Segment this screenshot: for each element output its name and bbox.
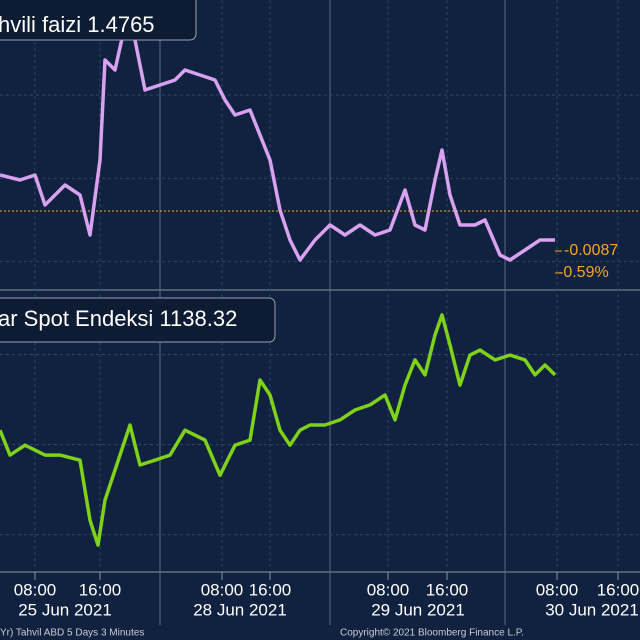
- change-label: -0.0087: [564, 242, 618, 259]
- data-line: [0, 23, 555, 262]
- panel-title: hvili faizi 1.4765: [0, 12, 155, 37]
- date-label: 29 Jun 2021: [371, 600, 465, 619]
- date-label: 25 Jun 2021: [18, 600, 112, 619]
- x-tick-label: 16:00: [249, 580, 292, 599]
- footer-right: Copyright© 2021 Bloomberg Finance L.P.: [340, 628, 524, 639]
- data-line: [0, 313, 557, 547]
- x-tick-label: 08:00: [14, 580, 57, 599]
- panel-title: ar Spot Endeksi 1138.32: [0, 306, 237, 331]
- x-tick-label: 08:00: [536, 580, 579, 599]
- x-tick-label: 16:00: [426, 580, 469, 599]
- title-box: [0, 297, 276, 343]
- date-label: 28 Jun 2021: [193, 600, 287, 619]
- x-tick-label: 16:00: [597, 580, 640, 599]
- date-label: 30 Jun 2021: [545, 600, 639, 619]
- footer-left: Yr) Tahvil ABD 5 Days 3 Minutes: [0, 628, 144, 639]
- lines: [0, 23, 640, 547]
- grid: [0, 0, 640, 625]
- x-tick-label: 08:00: [367, 580, 410, 599]
- change-pct-label: -0.59%: [558, 264, 609, 281]
- title-box: [0, 0, 197, 41]
- x-tick-label: 16:00: [79, 580, 122, 599]
- x-tick-label: 08:00: [201, 580, 244, 599]
